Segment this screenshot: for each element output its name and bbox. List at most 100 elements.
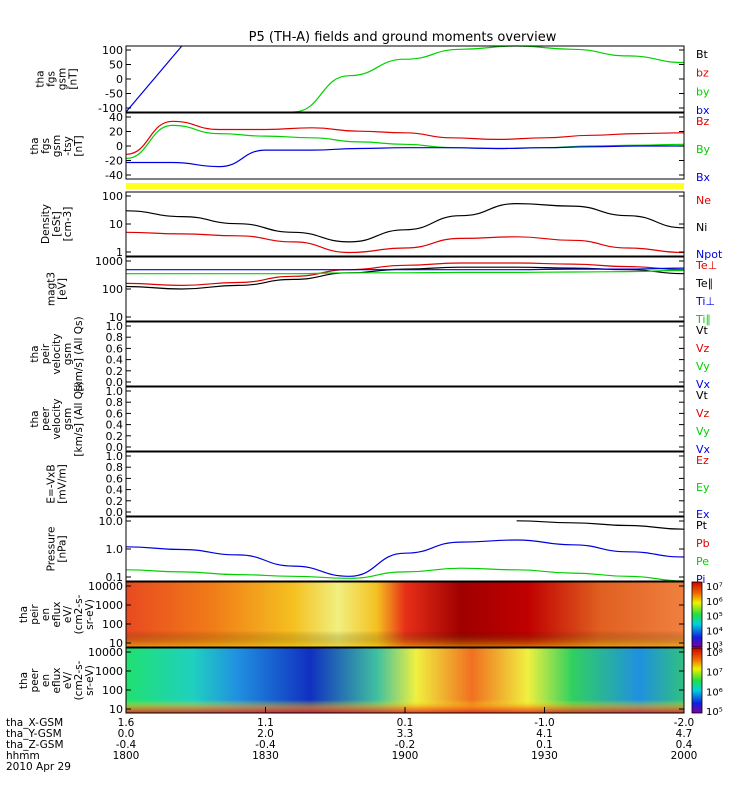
y-axis-label: tha [18,606,30,623]
y-axis-label: peir [40,343,52,364]
y-tick-label: -100 [98,102,123,115]
x-row-value: 1.1 [257,717,274,729]
y-axis-label: [eV] [57,278,69,300]
y-axis-label: (cm2-s- [73,594,85,634]
y-axis-label: -tsy [62,136,74,156]
y-axis-label: sr-eV) [84,599,96,630]
x-row-value: 3.3 [397,728,414,740]
legend-entry: Ni [696,221,707,234]
y-tick-label: 1.0 [106,543,124,556]
series-line-by [293,45,685,113]
y-tick-label: 0.2 [106,430,124,443]
panel-frame [125,45,685,113]
legend-entry: Bx [696,171,711,184]
y-axis-label: (cm2-s- [73,660,85,700]
legend-entry: Vx [696,378,711,391]
x-row-value: 2.0 [257,728,274,740]
panel-6: 1.00.80.60.40.20.0 tha peer velocity gsm [km/… [29,381,711,456]
x-row-label: tha_Y-GSM [6,728,62,740]
y-tick-label: 10 [109,703,123,716]
panel-frame [125,581,685,648]
legend-entry: bx [696,104,710,117]
series-line-By [125,124,685,159]
y-tick-label: 100 [102,283,123,296]
panel-7: 1.00.80.60.40.20.0 E=-VxB [mV/m] Ez Ey Ex [46,450,710,521]
y-tick-label: 1000 [95,665,123,678]
series-line-Pi [125,539,685,577]
panel-1: 100 500 -50-100 tha fgs gsm [nT] Bt bz by bx [35,44,710,117]
y-tick-label: 0.4 [106,419,124,432]
legend-entry: Pi [696,573,705,586]
y-tick-label: 1.0 [106,450,124,463]
y-axis-label: en [40,608,52,621]
x-row-value: 0.1 [536,739,553,751]
series-line-Bz [125,120,685,155]
panel-3: 100 10 1 Density [eSt] [cm-3] Ne Ni Npot [40,190,723,261]
spectrogram-overlay [126,582,684,647]
y-axis-label: tha [29,137,41,154]
y-tick-label: 0 [116,140,123,153]
legend-entry: Ex [696,508,710,521]
series-line-Ne [125,231,685,254]
x-row-value: 1830 [252,750,279,762]
y-axis-label: [km/s] (All Qs) [73,381,85,456]
y-tick-label: 100 [102,190,123,203]
y-tick-label: 1000 [95,599,123,612]
y-axis-label: [mV/m] [57,464,69,503]
y-axis-label: velocity [51,398,63,439]
panel-frame [125,321,685,387]
colorbar-tick-label: 10⁴ [706,626,723,637]
y-axis-label: sr-eV) [84,665,96,696]
status-bar [126,183,684,189]
series-line-Pt [516,520,685,530]
y-tick-label: 10 [109,311,123,324]
y-tick-label: 1000 [95,255,123,268]
legend-entry: Pe [696,555,709,568]
panel-4: 1000 100 10 magt3 [eV] Te⊥ Te∥ Ti⊥ Ti∥ [46,255,718,326]
legend-entry: Bz [696,115,710,128]
series-line-Bx [125,145,684,168]
y-axis-label: eV/ [62,605,74,623]
y-axis-label: gsm [51,135,63,157]
y-axis-label: peir [29,604,41,625]
legend-entry: Ey [696,481,710,494]
y-axis-label: fgs [40,138,52,154]
y-tick-label: 0.2 [106,365,124,378]
panel-5: 1.00.80.60.40.20.0 tha peir velocity gsm [km/… [29,316,711,391]
panel-frame [125,386,685,452]
y-tick-label: -50 [105,88,123,101]
colorbar-tick-label: 10⁵ [706,612,723,623]
y-tick-label: 0.0 [106,441,124,454]
panel-8: 10.0 1.0 0.1 Pressure [nPa] Pt Pb Pe Pi [46,515,710,586]
series-line-bx [125,45,183,113]
y-tick-label: 0.4 [106,354,124,367]
y-axis-label: tha [29,410,41,427]
x-row-value: -1.0 [534,717,555,729]
x-row-label: tha_X-GSM [6,717,63,729]
y-tick-label: 0.8 [106,461,124,474]
y-tick-label: 40 [109,111,123,124]
legend-entry: Vz [696,342,710,355]
plot-title: P5 (TH-A) fields and ground moments over… [248,30,557,45]
legend-entry: Vy [696,360,710,373]
y-axis-label: Pressure [46,527,58,572]
y-tick-label: 10 [109,218,123,231]
y-tick-label: 0.6 [106,472,124,485]
x-row-label: hhmm [6,750,40,762]
x-row-value: 0.1 [397,717,414,729]
y-axis-label: eflux [51,602,63,628]
y-tick-label: 0.2 [106,495,124,508]
colorbar [691,581,703,648]
y-axis-label: gsm [62,408,74,430]
x-row-value: -2.0 [674,717,695,729]
y-tick-label: 100 [102,44,123,57]
legend-entry: bz [696,67,709,80]
x-row-value: 1930 [531,750,558,762]
spectrogram-overlay [126,648,684,713]
legend-entry: Vt [696,389,709,402]
legend-entry: Ez [696,454,709,467]
colorbar [691,647,703,714]
y-axis-label: tha [35,70,47,87]
legend-entry: Ti∥ [695,313,711,326]
